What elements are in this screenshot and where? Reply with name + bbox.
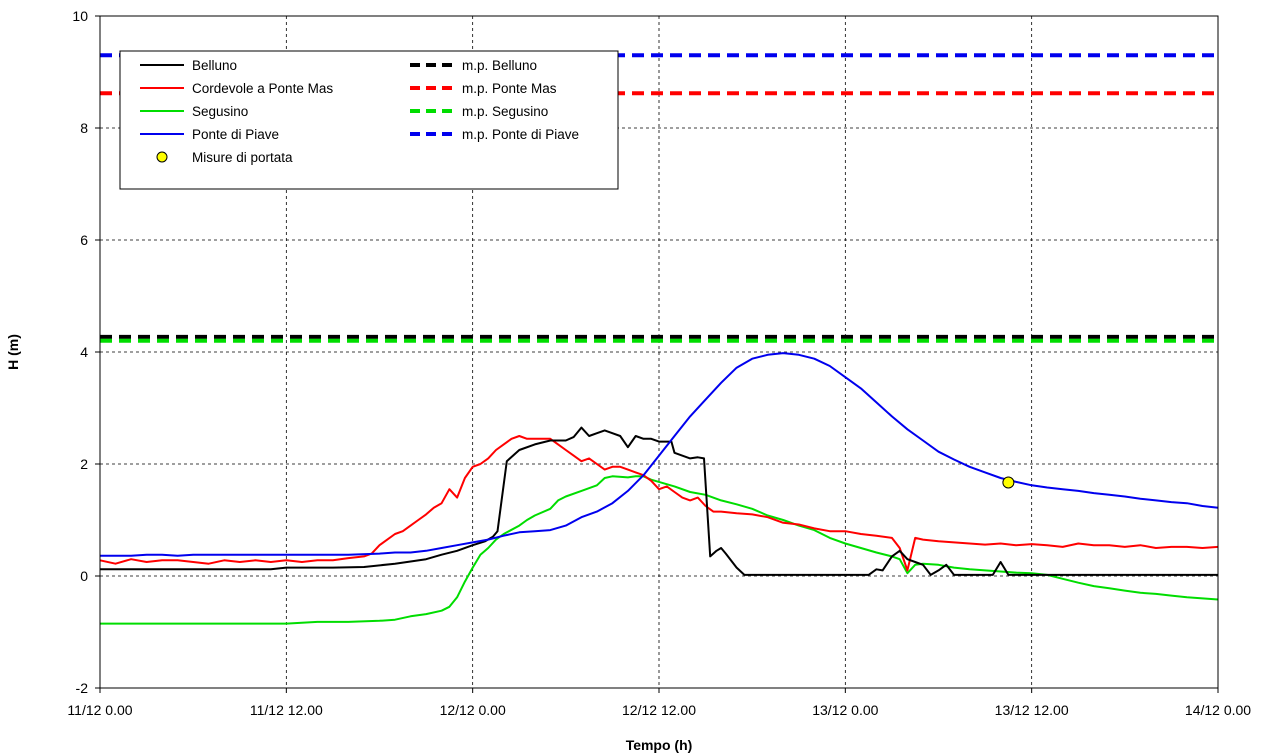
legend-box — [119, 50, 619, 190]
legend-label-belluno: Belluno — [192, 58, 237, 73]
legend-label-cordevole-a-ponte-mas: Cordevole a Ponte Mas — [192, 81, 333, 96]
series-belluno-line — [100, 426, 1218, 576]
legend-label-m-p-ponte-mas: m.p. Ponte Mas — [462, 81, 557, 96]
y-tick-label: 6 — [80, 232, 88, 248]
grid-lines — [100, 16, 1218, 688]
y-tick-label: 10 — [72, 8, 88, 24]
y-tick-label: 0 — [80, 568, 88, 584]
series-cordevole-a-ponte-mas-line — [99, 435, 1219, 572]
legend-label-m-p-belluno: m.p. Belluno — [462, 58, 537, 73]
x-tick-label: 13/12 12.00 — [995, 702, 1069, 718]
x-tick-label: 11/12 12.00 — [250, 702, 323, 718]
legend-swatch-misure-di-portata — [156, 151, 168, 163]
axes: 11/12 0.00 11/12 12.00 12/12 0.00 12/12 12.… — [67, 8, 1251, 718]
legend-label-segusino: Segusino — [192, 104, 248, 119]
series-ponte-di-piave-line — [100, 352, 1219, 557]
legend-label-misure-di-portata: Misure di portata — [192, 150, 293, 165]
x-tick-label: 11/12 0.00 — [67, 702, 132, 718]
y-axis-title: H (m) — [5, 334, 21, 370]
y-tick-label: 4 — [80, 344, 88, 360]
y-tick-label: 2 — [80, 456, 88, 472]
y-tick-label: 8 — [80, 120, 88, 136]
legend-label-ponte-di-piave: Ponte di Piave — [192, 127, 279, 142]
legend-label-m-p-ponte-di-piave: m.p. Ponte di Piave — [462, 127, 579, 142]
series-segusino-line — [100, 475, 1219, 625]
series-lines — [99, 53, 1219, 625]
x-tick-label: 12/12 12.00 — [622, 702, 696, 718]
x-tick-label: 13/12 0.00 — [812, 702, 878, 718]
x-tick-label: 12/12 0.00 — [440, 702, 506, 718]
x-axis-title: Tempo (h) — [626, 737, 693, 753]
y-tick-label: -2 — [76, 680, 89, 696]
legend-label-m-p-segusino: m.p. Segusino — [462, 104, 548, 119]
series-misure-di-portata-point — [1002, 476, 1015, 489]
legend: Belluno Cordevole a Ponte Mas Segusino Pont… — [119, 50, 619, 190]
x-tick-label: 14/12 0.00 — [1185, 702, 1251, 718]
